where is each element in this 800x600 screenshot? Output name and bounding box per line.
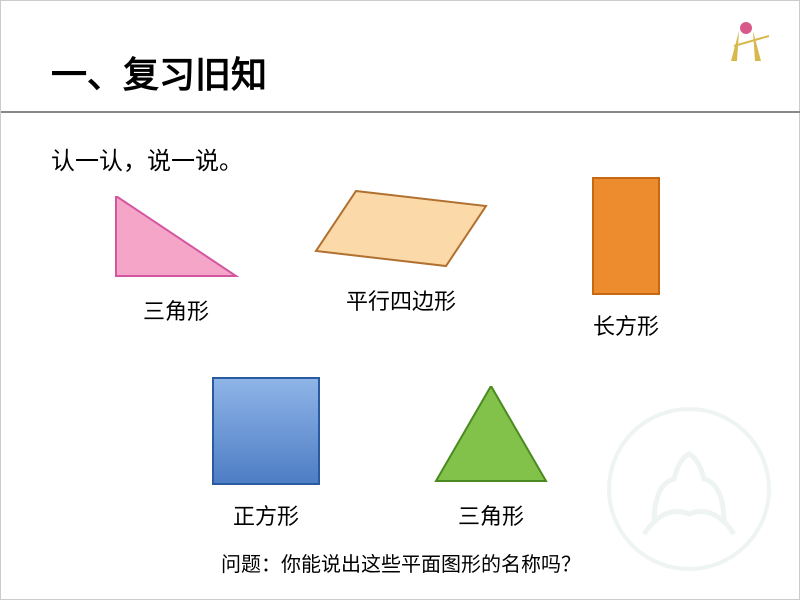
rectangle-icon xyxy=(591,176,661,296)
shape-triangle-2: 三角形 xyxy=(431,386,551,531)
compass-icon xyxy=(719,16,774,71)
shape-parallelogram: 平行四边形 xyxy=(311,186,491,316)
shape-label: 长方形 xyxy=(591,309,661,341)
triangle-icon xyxy=(106,196,246,281)
slide: 一、复习旧知 认一认，说一说。 三角形 平行四边形 长方形 xyxy=(0,0,800,600)
shape-label: 平行四边形 xyxy=(311,284,491,316)
subtitle: 认一认，说一说。 xyxy=(51,141,243,176)
page-title: 一、复习旧知 xyxy=(51,46,267,98)
parallelogram-icon xyxy=(311,186,491,271)
square-icon xyxy=(211,376,321,486)
shape-label: 正方形 xyxy=(211,499,321,531)
shape-rectangle: 长方形 xyxy=(591,176,661,341)
shape-label: 三角形 xyxy=(106,294,246,326)
divider xyxy=(1,111,800,113)
shape-triangle-1: 三角形 xyxy=(106,196,246,326)
triangle-icon xyxy=(431,386,551,486)
shape-square: 正方形 xyxy=(211,376,321,531)
shape-label: 三角形 xyxy=(431,499,551,531)
watermark-icon xyxy=(604,404,774,574)
